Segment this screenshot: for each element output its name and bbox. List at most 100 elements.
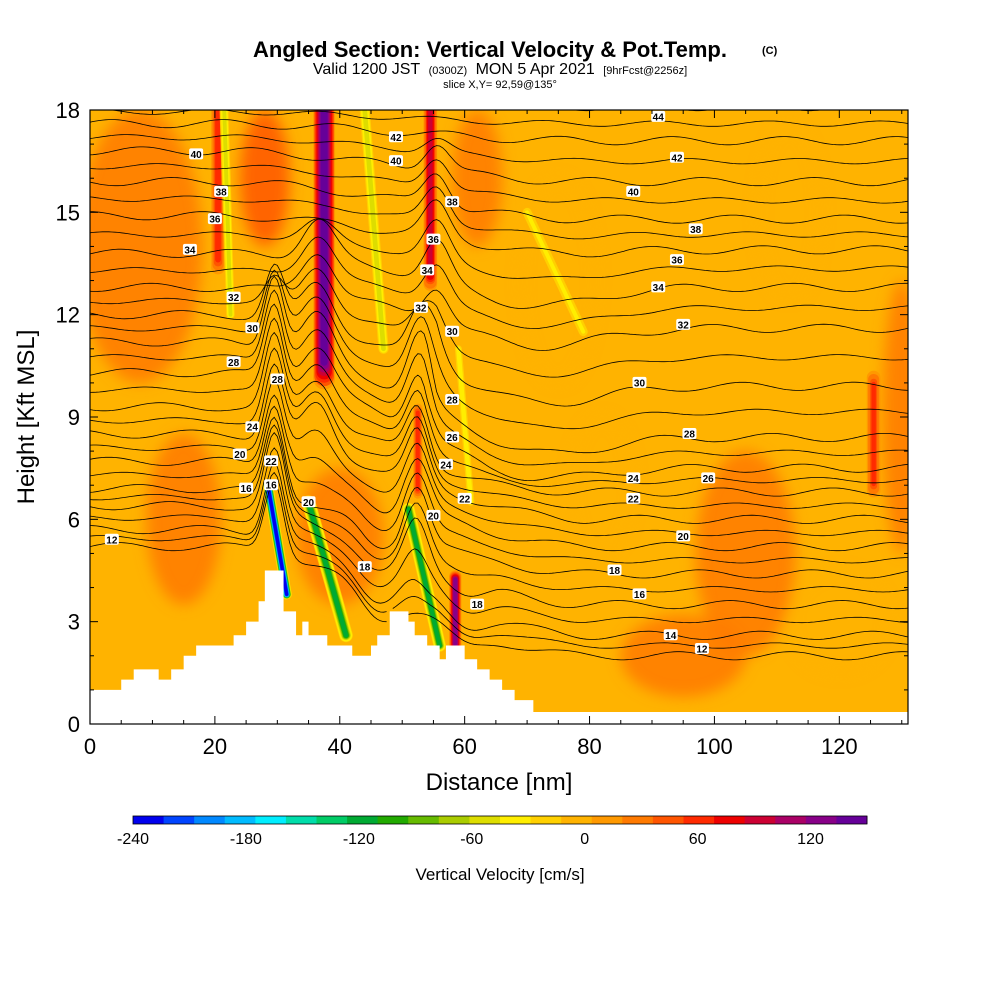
isentrope-label-bg (682, 428, 697, 440)
isentrope-label: 20 (232, 448, 247, 461)
isentrope-label-text: 16 (634, 590, 646, 601)
downdraft-band (362, 110, 386, 351)
isentrope-line (90, 145, 908, 187)
isentrope-line (90, 462, 908, 640)
title-main: Angled Section: Vertical Velocity & Pot.… (253, 37, 727, 62)
velocity-blob (239, 110, 290, 247)
title-valid-line: Valid 1200 JST (0300Z) MON 5 Apr 2021 [9… (313, 61, 687, 78)
isentrope-label-bg (426, 509, 441, 521)
isentrope-label: 26 (701, 472, 716, 485)
isentrope-line (90, 394, 908, 552)
isentrope-label-bg (669, 151, 684, 163)
title-slice: slice X,Y= 92,59@135° (443, 79, 557, 91)
isentrope-label-bg (182, 243, 197, 255)
isentrope-label-text: 20 (428, 511, 440, 522)
velocity-blob (883, 280, 908, 554)
colorbar-swatch (744, 816, 776, 824)
downdraft-core (219, 110, 236, 320)
isentrope-label-text: 32 (678, 320, 690, 331)
isentrope-label: 44 (651, 110, 666, 123)
updraft-core (313, 110, 336, 390)
colorbar: -240 -180 -120 -60 0 60 120 (117, 815, 868, 848)
isentrope-label-text: 14 (665, 631, 677, 642)
isentrope-line (90, 331, 908, 497)
isentrope-label: 20 (426, 509, 441, 522)
isentrope-label-bg (245, 421, 260, 433)
isentrope-label: 38 (445, 196, 460, 209)
isentrope-label-text: 20 (234, 450, 246, 461)
velocity-blob (296, 468, 384, 605)
colorbar-frame (132, 815, 868, 825)
isentrope-label: 28 (682, 428, 697, 441)
isentrope-line (572, 110, 824, 112)
title-units: (C) (762, 45, 778, 57)
isentrope-label-text: 26 (447, 433, 459, 444)
colorbar-swatch (775, 816, 807, 824)
isentrope-label: 28 (270, 373, 285, 386)
isentrope-label-bg (232, 448, 247, 460)
isentrope-label-text: 34 (184, 245, 196, 256)
isentrope-line (90, 424, 908, 593)
colorbar-tick-label: -120 (343, 831, 375, 848)
colorbar-swatch (622, 816, 654, 824)
velocity-blob (570, 417, 634, 554)
isentrope-line (90, 263, 908, 407)
isentrope-label-text: 22 (459, 494, 471, 505)
plot-area: 12 16 20 24 28 30 32 34 36 38 40 28 16 22 20 18 42 40 38 36… (90, 110, 908, 724)
y-axis-label: Height [Kft MSL] (13, 330, 40, 505)
isentrope-label-text: 42 (671, 153, 683, 164)
isentrope-label: 20 (301, 496, 316, 509)
isentrope-label: 36 (207, 213, 222, 226)
isentrope-label-bg (626, 472, 641, 484)
velocity-blob (758, 127, 821, 298)
isentrope-label: 34 (182, 243, 197, 256)
isentrope-label-bg (688, 223, 703, 235)
isentrope-label-bg (676, 530, 691, 542)
title-valid-prefix: Valid 1200 JST (313, 61, 421, 78)
isentrope-line (90, 289, 908, 466)
isentrope-label-bg (607, 564, 622, 576)
colorbar-swatch (285, 816, 317, 824)
isentrope-label-bg (445, 325, 460, 337)
isentrope-label: 42 (388, 131, 403, 144)
isentrope-label-bg (264, 455, 279, 467)
isentrope-label-text: 16 (266, 481, 278, 492)
isentrope-label-text: 38 (690, 225, 702, 236)
isentrope-label-bg (420, 264, 435, 276)
isentrope-label-text: 30 (447, 327, 459, 338)
isentrope-label-bg (669, 254, 684, 266)
isentrope-label: 40 (388, 155, 403, 168)
isentrope-label-text: 18 (609, 566, 621, 577)
isentrope-label-text: 28 (272, 375, 284, 386)
isentrope-label-bg (226, 291, 241, 303)
isentrope-label-bg (626, 185, 641, 197)
colorbar-swatch (561, 816, 593, 824)
isentrope-label-bg (694, 642, 709, 654)
isentrope-label-text: 38 (447, 198, 459, 209)
isentrope-label-text: 20 (678, 532, 690, 543)
isentrope-label-bg (632, 376, 647, 388)
isentrope-label-bg (357, 561, 372, 573)
isentrope-label: 16 (239, 482, 254, 495)
isentrope-label: 16 (632, 588, 647, 601)
isentrope-label-bg (445, 431, 460, 443)
isentrope-label-bg (632, 588, 647, 600)
isentrope-label-text: 12 (696, 644, 708, 655)
colorbar-tick-label: -180 (230, 831, 262, 848)
isentrope-label-text: 16 (241, 484, 253, 495)
isentrope-line (90, 347, 908, 509)
isentrope-line (90, 236, 908, 329)
isentrope-label-bg (270, 373, 285, 385)
isentrope-line (90, 378, 908, 537)
chart-title: Angled Section: Vertical Velocity & Pot.… (253, 37, 778, 91)
downdraft-band (222, 110, 232, 317)
isentrope-label-bg (663, 629, 678, 641)
updraft-band (416, 412, 420, 491)
isentrope-line (90, 159, 908, 204)
colorbar-tick-label: -240 (117, 831, 149, 848)
isentrope-label: 30 (632, 376, 647, 389)
velocity-blob (789, 570, 890, 673)
isentrope-label: 12 (694, 642, 709, 655)
isentrope-label-text: 36 (671, 256, 683, 267)
